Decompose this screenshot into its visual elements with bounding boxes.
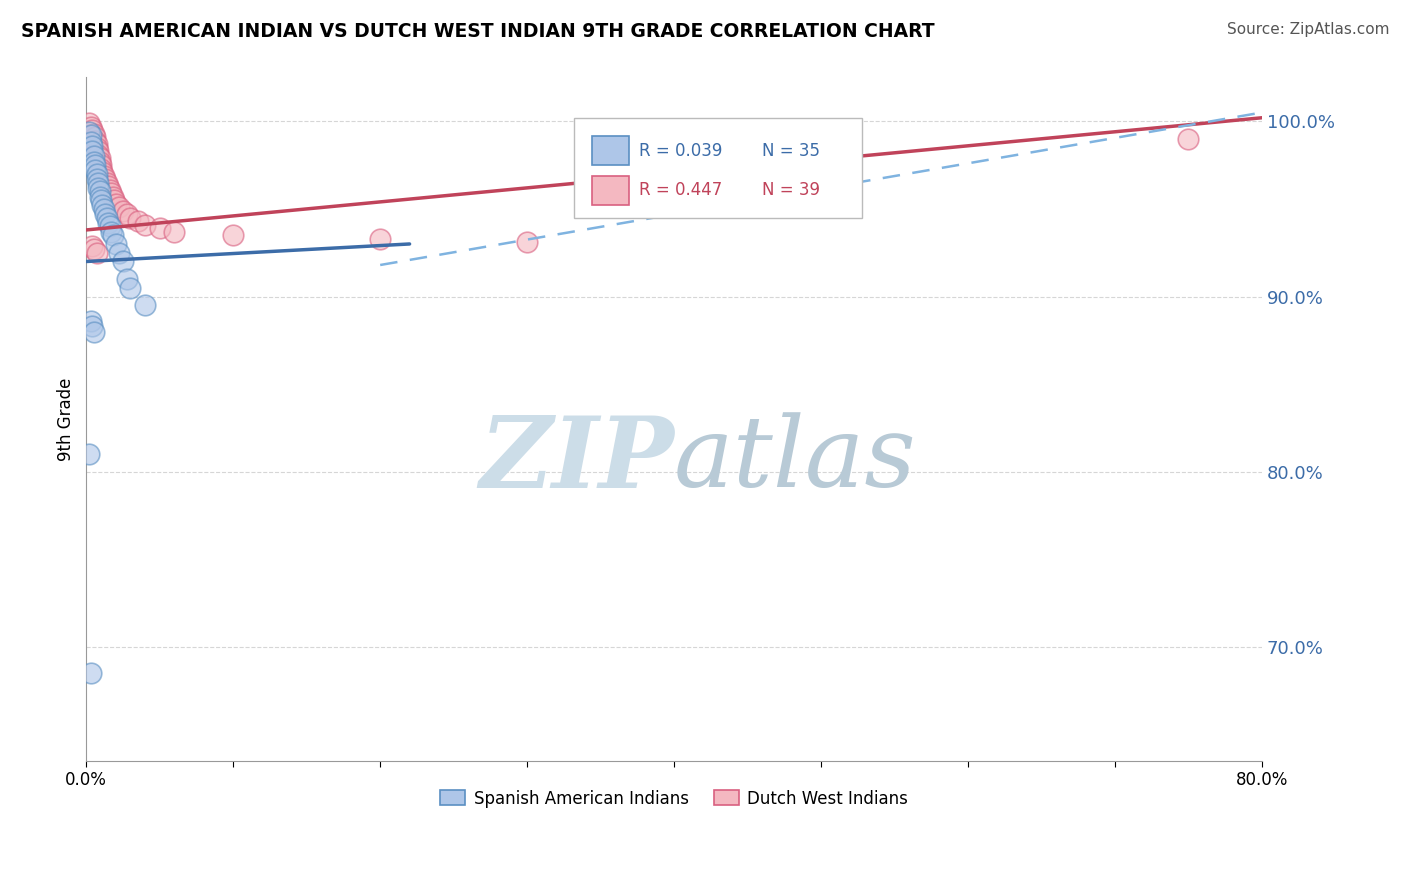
Legend: Spanish American Indians, Dutch West Indians: Spanish American Indians, Dutch West Ind… [433, 783, 914, 814]
Point [84, 134, 107, 148]
Text: atlas: atlas [673, 413, 917, 508]
Point [82, 138, 104, 153]
Point [86, 136, 108, 151]
Point [134, 218, 156, 232]
Point [80, 136, 103, 150]
Point [84, 130, 107, 145]
Point [101, 228, 124, 243]
Text: R = 0.447: R = 0.447 [638, 181, 723, 200]
Point [120, 211, 142, 225]
Point [87, 181, 110, 195]
Point [100, 225, 122, 239]
Point [82, 144, 104, 158]
Point [82, 238, 104, 252]
Y-axis label: 9th Grade: 9th Grade [58, 377, 75, 461]
Point [84, 163, 107, 178]
Point [97, 216, 120, 230]
Point [82, 123, 104, 137]
Point [96, 211, 118, 225]
Point [91, 198, 114, 212]
Text: N = 35: N = 35 [762, 142, 820, 160]
Point [120, 281, 142, 295]
Point [83, 242, 105, 256]
Point [83, 325, 105, 339]
Point [104, 196, 127, 211]
Point [84, 158, 107, 172]
Point [98, 183, 121, 197]
Point [77, 447, 100, 461]
Point [516, 235, 538, 250]
Text: R = 0.039: R = 0.039 [638, 142, 723, 160]
Point [91, 165, 114, 179]
Point [112, 254, 135, 268]
Point [82, 319, 104, 334]
Point [90, 161, 112, 176]
Point [83, 127, 105, 141]
Point [89, 185, 111, 199]
Point [93, 169, 115, 183]
Point [80, 120, 103, 134]
Text: SPANISH AMERICAN INDIAN VS DUTCH WEST INDIAN 9TH GRADE CORRELATION CHART: SPANISH AMERICAN INDIAN VS DUTCH WEST IN… [21, 22, 935, 41]
Point [89, 151, 111, 165]
Text: Source: ZipAtlas.com: Source: ZipAtlas.com [1226, 22, 1389, 37]
Point [80, 314, 103, 328]
Point [117, 272, 139, 286]
Point [86, 172, 108, 186]
Point [87, 144, 110, 158]
Point [98, 219, 121, 234]
Point [89, 154, 111, 169]
Point [163, 225, 186, 239]
Text: N = 39: N = 39 [762, 181, 820, 200]
FancyBboxPatch shape [592, 136, 630, 165]
Point [86, 167, 108, 181]
Point [94, 207, 117, 221]
Point [77, 125, 100, 139]
Point [222, 228, 245, 243]
Point [112, 203, 135, 218]
Point [87, 176, 110, 190]
Point [103, 193, 125, 207]
Point [83, 149, 105, 163]
FancyBboxPatch shape [592, 176, 630, 205]
Point [90, 193, 112, 207]
Point [104, 237, 127, 252]
Point [80, 128, 103, 143]
Point [134, 298, 156, 312]
Point [93, 202, 115, 216]
Point [107, 245, 129, 260]
Point [97, 179, 120, 194]
Point [86, 140, 108, 154]
Text: ZIP: ZIP [479, 412, 673, 508]
Point [107, 200, 129, 214]
Point [368, 232, 391, 246]
Point [100, 186, 122, 201]
Point [83, 154, 105, 169]
Point [101, 189, 124, 203]
Point [96, 176, 118, 190]
Point [86, 245, 108, 260]
Point [117, 207, 139, 221]
Point [77, 116, 100, 130]
Point [89, 189, 111, 203]
Point [80, 666, 103, 681]
Point [1177, 132, 1199, 146]
Point [94, 172, 117, 186]
FancyBboxPatch shape [574, 119, 862, 218]
Point [90, 158, 112, 172]
Point [87, 147, 110, 161]
Point [127, 214, 149, 228]
Point [149, 221, 172, 235]
